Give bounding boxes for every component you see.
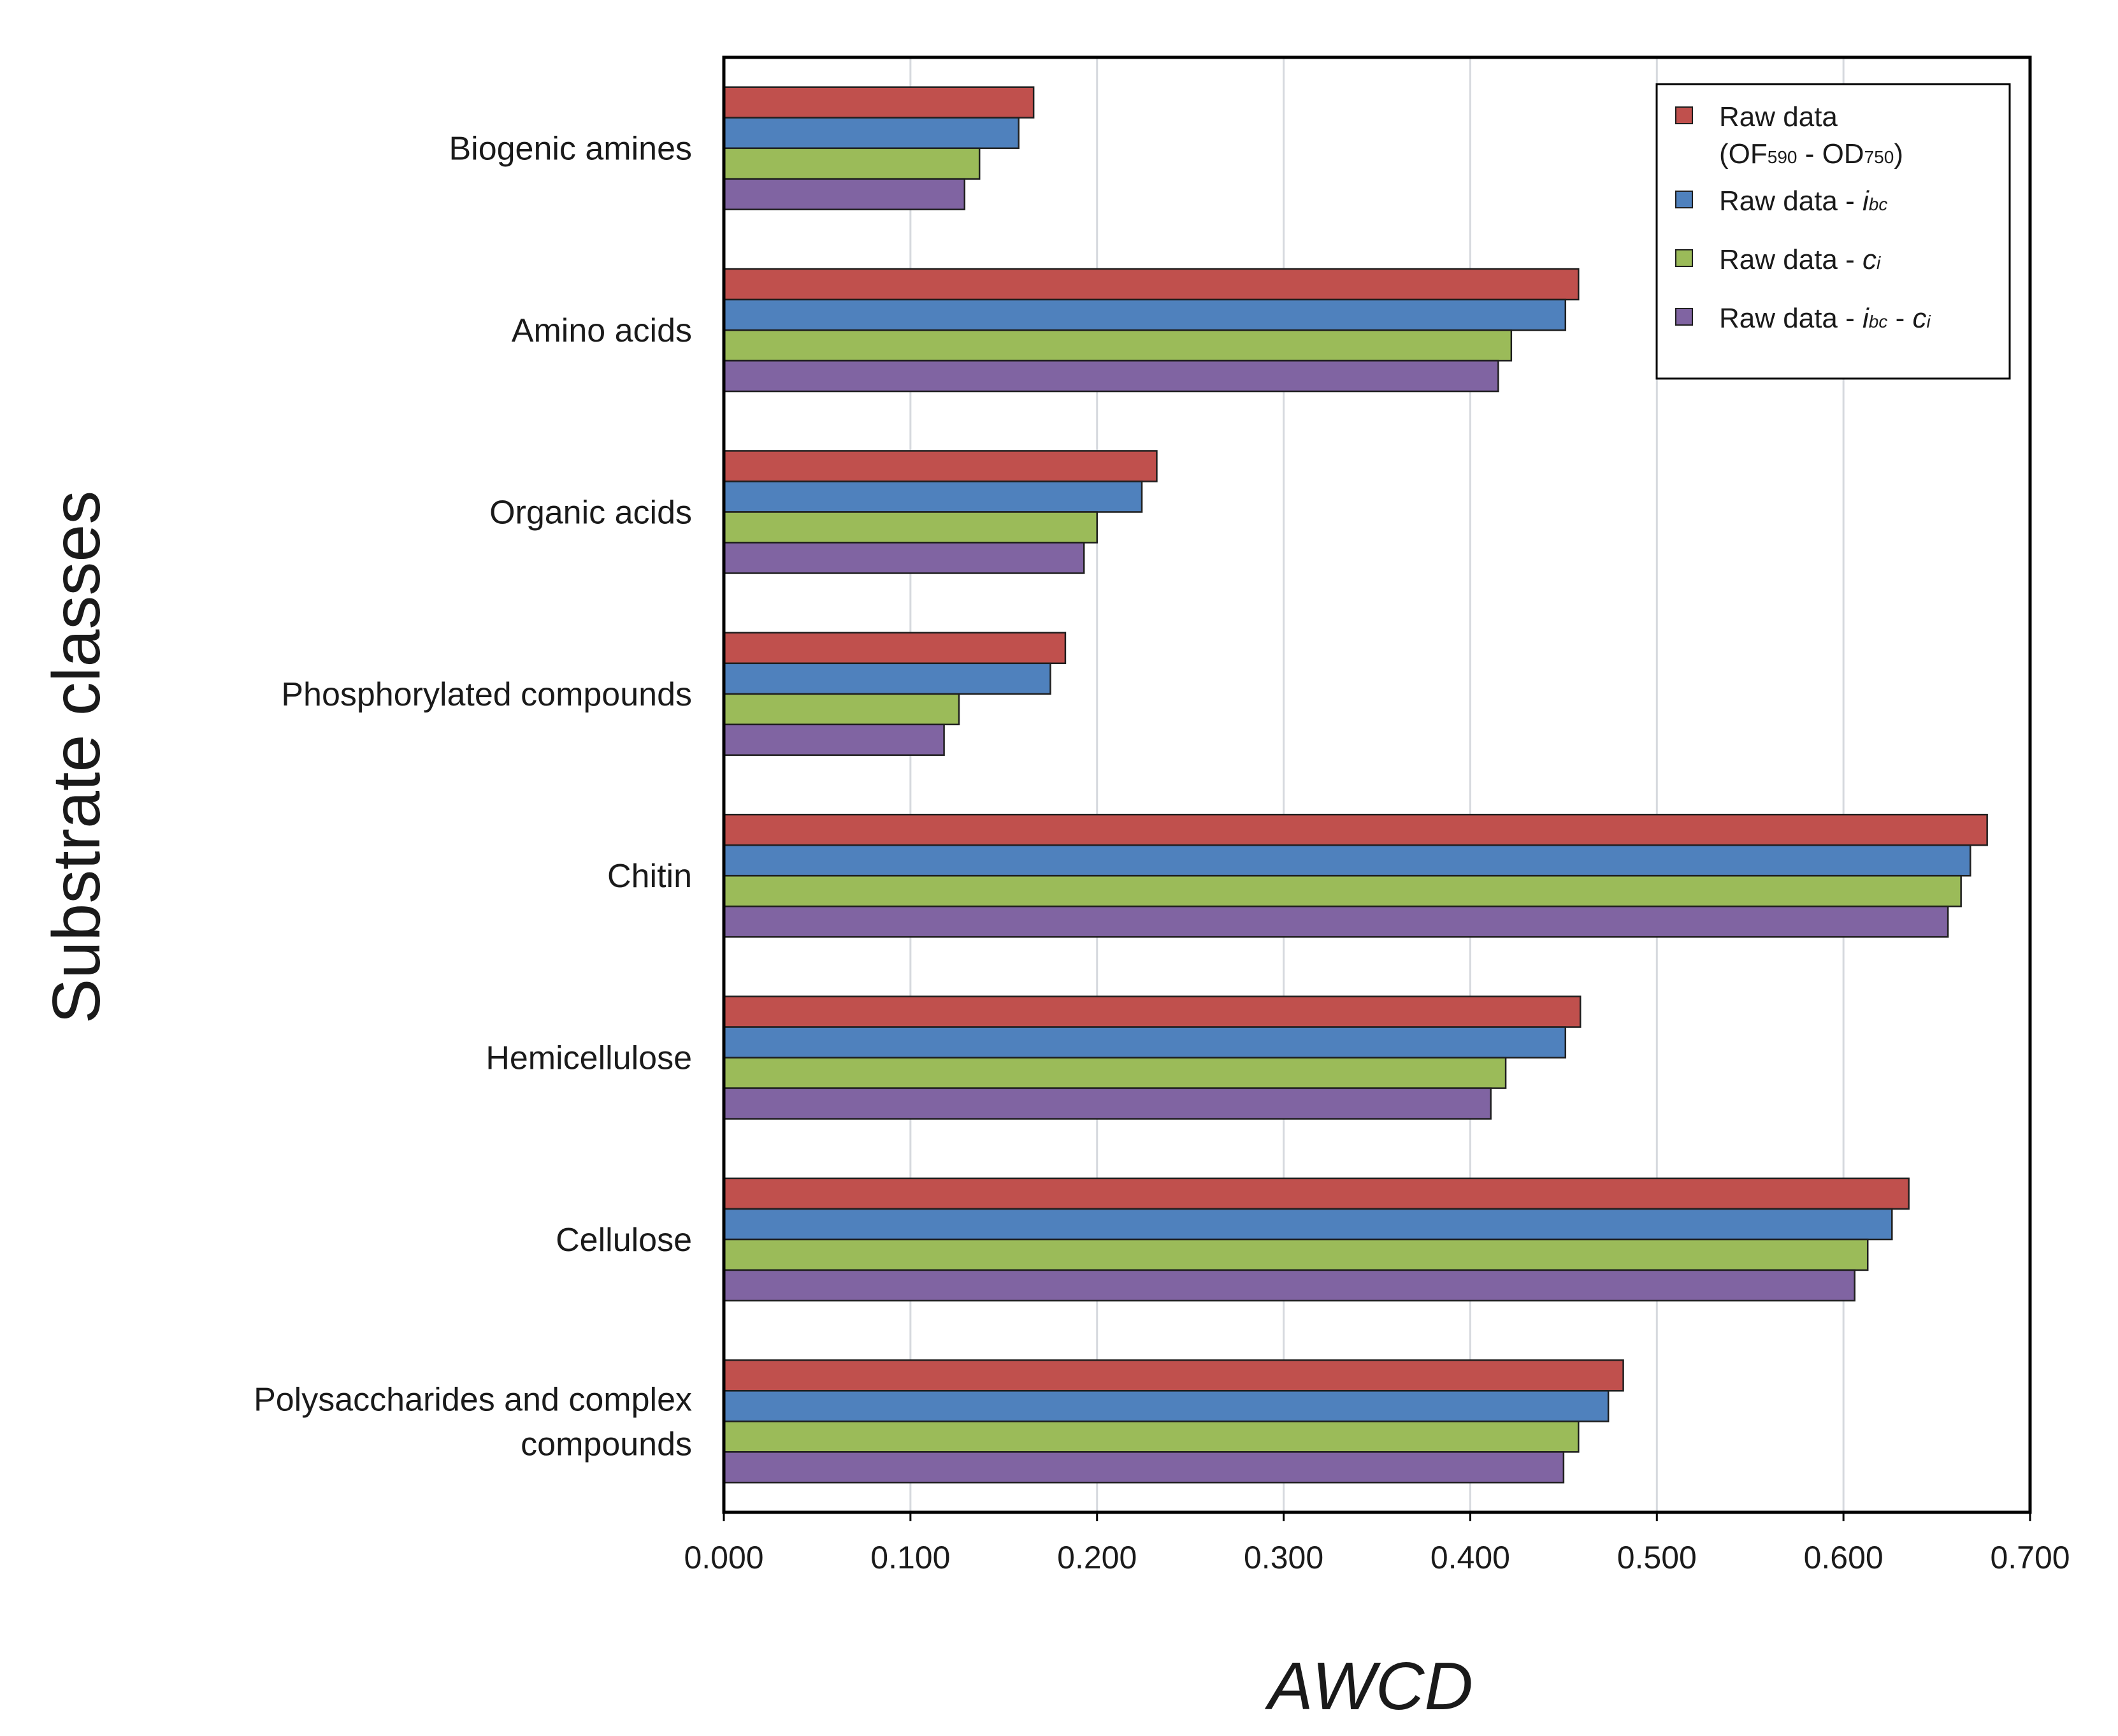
legend-label: (OF590 - OD750) <box>1719 138 1903 170</box>
category-label-line: Phosphorylated compounds <box>281 676 692 713</box>
bar <box>723 905 1949 938</box>
x-tick-label: 0.100 <box>870 1540 950 1575</box>
bar <box>723 1269 1855 1302</box>
category-label-line: Amino acids <box>512 312 692 349</box>
bar-group-phosphorylated-compounds <box>723 632 1067 756</box>
legend: Raw data (OF590 - OD750) Raw data - ibc Raw… <box>1655 83 2011 380</box>
x-axis-ticks: 0.000 0.100 0.200 0.300 0.400 0.500 0.600 0.700 <box>684 1512 2070 1575</box>
category-label: Cellulose <box>556 1222 692 1259</box>
category-label: Amino acids <box>512 312 692 349</box>
category-label-line: Cellulose <box>556 1222 692 1259</box>
bar <box>723 511 1098 544</box>
legend-label: Raw data <box>1719 101 1838 133</box>
bar <box>723 450 1158 482</box>
bar <box>723 632 1067 665</box>
bar <box>723 1390 1610 1422</box>
category-label: Organic acids <box>489 494 692 531</box>
bar <box>723 1026 1567 1059</box>
bar <box>723 147 981 180</box>
legend-swatch <box>1675 249 1693 267</box>
bar <box>723 813 1988 846</box>
bar <box>723 1057 1507 1089</box>
category-label-line: compounds <box>521 1426 692 1463</box>
x-tick-label: 0.200 <box>1057 1540 1137 1575</box>
bar <box>723 298 1567 331</box>
bar <box>723 268 1580 301</box>
x-tick-label: 0.400 <box>1430 1540 1510 1575</box>
bar <box>723 723 945 756</box>
y-axis-title: Substrate classes <box>39 491 114 1024</box>
legend-swatch <box>1675 308 1693 326</box>
bar <box>723 1359 1624 1392</box>
bar <box>723 1087 1492 1120</box>
x-tick-label: 0.600 <box>1804 1540 1884 1575</box>
bar <box>723 178 966 210</box>
bar <box>723 542 1085 574</box>
x-tick-label: 0.300 <box>1244 1540 1323 1575</box>
bar <box>723 1421 1580 1453</box>
category-label-line: Hemicellulose <box>486 1040 692 1077</box>
bar-group-amino-acids <box>723 268 1580 393</box>
category-label-line: Biogenic amines <box>449 131 692 168</box>
x-axis-title: AWCD <box>1264 1649 1473 1724</box>
bar <box>723 1451 1565 1484</box>
x-tick-label: 0.500 <box>1617 1540 1697 1575</box>
legend-item: Raw data (OF590 - OD750) <box>1675 101 1903 170</box>
category-label: Chitin <box>607 858 692 895</box>
category-label: Polysaccharides and complex compounds <box>254 1381 692 1463</box>
bar <box>723 662 1051 695</box>
legend-item: Raw data - ibc - ci <box>1675 303 1931 334</box>
bar <box>723 329 1513 362</box>
legend-item: Raw data - ci <box>1675 244 1881 275</box>
category-label: Hemicellulose <box>486 1040 692 1077</box>
bar-group-cellulose <box>723 1177 1910 1302</box>
x-tick-label: 0.700 <box>1990 1540 2070 1575</box>
category-label: Phosphorylated compounds <box>281 676 692 713</box>
legend-swatch <box>1675 106 1693 124</box>
bar <box>723 874 1962 908</box>
category-label-line: Chitin <box>607 858 692 895</box>
bar <box>723 844 1971 877</box>
bar <box>723 1208 1893 1241</box>
bar <box>723 693 960 726</box>
bar <box>723 1177 1910 1210</box>
legend-item: Raw data - ibc <box>1675 185 1887 217</box>
bar <box>723 1238 1869 1271</box>
x-tick-label: 0.000 <box>684 1540 763 1575</box>
legend-box <box>1655 83 2011 380</box>
bar <box>723 995 1581 1028</box>
category-label: Biogenic amines <box>449 131 692 168</box>
bar-group-chitin <box>723 813 1988 938</box>
bar <box>723 86 1035 119</box>
legend-label: Raw data - ibc <box>1719 185 1887 217</box>
category-label-line: Polysaccharides and complex <box>254 1381 692 1418</box>
bar-group-biogenic-amines <box>723 86 1035 210</box>
plot-frame <box>722 55 2032 1514</box>
category-labels: Biogenic amines Amino acids Organic acids P… <box>254 131 692 1463</box>
legend-label: Raw data - ibc - ci <box>1719 303 1931 334</box>
legend-swatch <box>1675 191 1693 208</box>
category-label-line: Organic acids <box>489 494 692 531</box>
bar <box>723 117 1019 149</box>
bar-group-polysaccharides-and-complex-compounds <box>723 1359 1624 1484</box>
bar-group-hemicellulose <box>723 995 1581 1120</box>
legend-label: Raw data - ci <box>1719 244 1881 275</box>
bar <box>723 359 1499 393</box>
bar <box>723 481 1143 513</box>
